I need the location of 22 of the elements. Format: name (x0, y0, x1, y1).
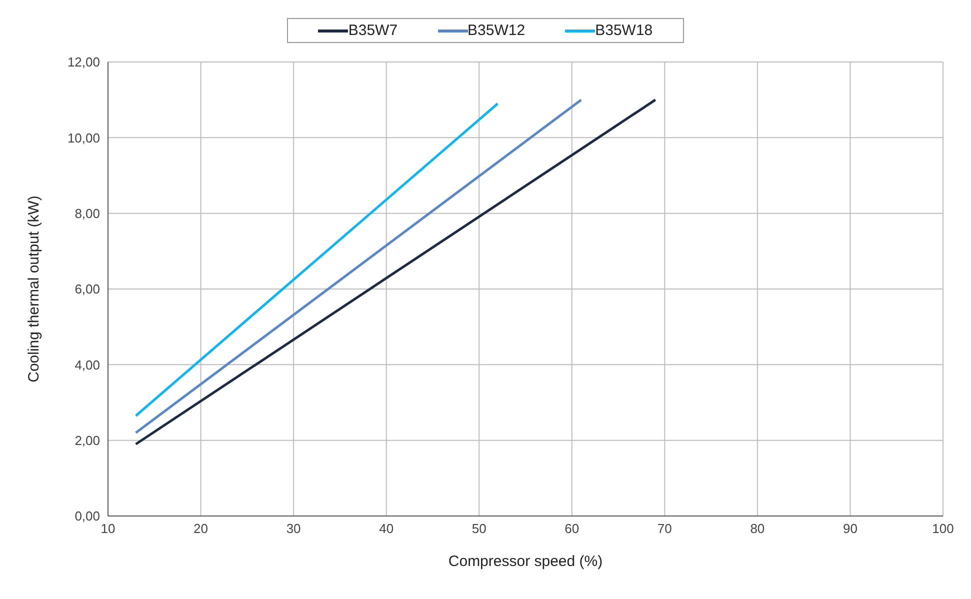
y-tick-label: 8,00 (74, 206, 100, 221)
x-tick-label: 20 (194, 521, 208, 536)
y-tick-label: 0,00 (74, 508, 100, 524)
y-tick-label: 6,00 (74, 282, 100, 297)
x-tick-label: 30 (286, 521, 301, 536)
y-tick-label: 10,00 (67, 130, 100, 146)
x-tick-label: 100 (932, 521, 954, 536)
y-axis-title: Cooling thermal output (kW) (25, 196, 42, 382)
x-tick-label: 50 (472, 521, 486, 536)
x-tick-label: 40 (379, 521, 394, 536)
x-tick-label: 10 (100, 521, 116, 536)
legend-label: B35W7 (347, 22, 398, 39)
y-tick-label: 2,00 (74, 432, 100, 448)
x-tick-label: 80 (750, 521, 765, 536)
x-tick-label: 90 (842, 521, 858, 536)
legend-label: B35W18 (594, 22, 653, 39)
x-tick-label: 60 (564, 521, 580, 536)
legend-label: B35W12 (466, 22, 526, 39)
x-tick-label: 70 (657, 521, 672, 536)
x-axis-title: Compressor speed (%) (448, 553, 603, 570)
y-tick-label: 4,00 (74, 357, 100, 372)
y-tick-label: 12,00 (67, 54, 100, 70)
